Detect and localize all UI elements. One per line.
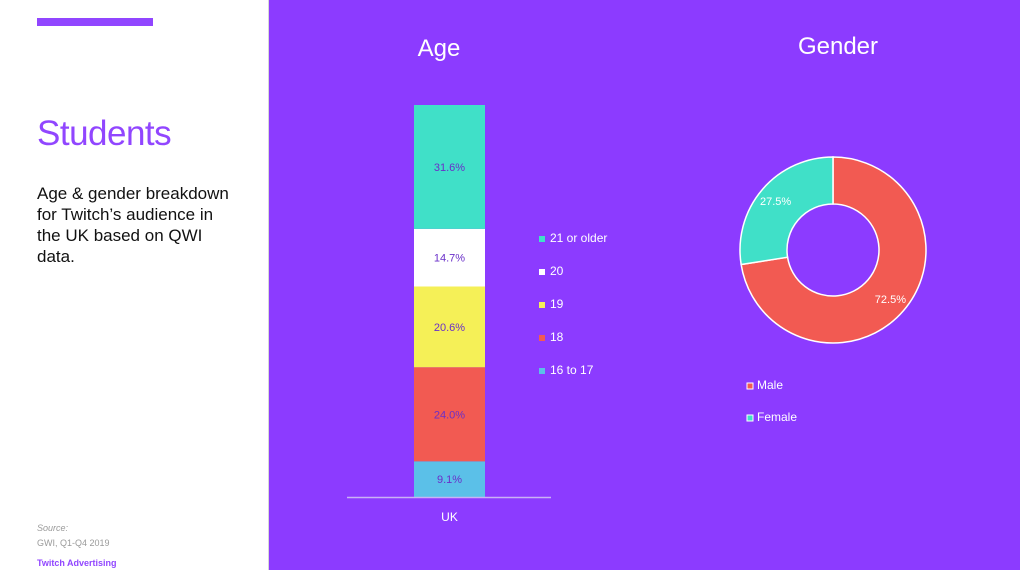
age-legend-label: 20 (550, 264, 564, 278)
age-legend-label: 16 to 17 (550, 363, 594, 377)
gender-legend-swatch (746, 414, 754, 422)
age-segment-label: 31.6% (434, 162, 465, 174)
age-bar-segment-19 (414, 286, 485, 368)
age-chart-title: Age (418, 35, 461, 62)
gender-slice-label: 27.5% (760, 196, 791, 208)
age-legend-label: 21 or older (550, 231, 607, 245)
accent-bar (37, 18, 153, 26)
gender-chart-title: Gender (798, 33, 878, 60)
brand-text: Twitch Advertising (37, 558, 117, 568)
age-segment-label: 9.1% (437, 474, 462, 486)
age-legend-swatch (539, 236, 545, 242)
age-legend-swatch (539, 302, 545, 308)
gender-slice-female (739, 156, 834, 266)
age-legend-swatch (539, 368, 545, 374)
age-segment-label: 24.0% (434, 409, 465, 421)
age-bar-segment-18 (414, 367, 485, 462)
age-stacked-bar-chart: 9.1% 24.0% 20.6% 14.7% 31.6% UK 21 or older 20 1… (347, 105, 607, 524)
chart-panel: Age Gender 9.1% 24.0% 20.6% 14.7% 31.6% UK 21 … (269, 0, 1020, 570)
gender-donut-chart: 72.5% 27.5% Male Female (739, 156, 927, 424)
gender-slice-label: 72.5% (875, 294, 906, 306)
gender-slice-male (740, 156, 927, 344)
gender-legend-swatch (746, 382, 754, 390)
left-panel: Students Age & gender breakdown for Twit… (0, 0, 269, 570)
source-label: Source: (37, 523, 69, 533)
age-bar-segment-21-or-older (414, 105, 485, 229)
age-legend-swatch (539, 335, 545, 341)
age-legend-label: 19 (550, 297, 564, 311)
age-category-label: UK (441, 510, 458, 524)
gender-legend-label: Male (757, 378, 783, 392)
source-text: GWI, Q1-Q4 2019 (37, 538, 110, 548)
age-segment-label: 14.7% (434, 253, 465, 265)
age-segment-label: 20.6% (434, 322, 465, 334)
age-legend-swatch (539, 269, 545, 275)
age-bar-segment-16-to-17 (414, 461, 485, 497)
slide-description: Age & gender breakdown for Twitch’s audi… (37, 184, 229, 266)
age-bar-segment-20 (414, 228, 485, 287)
charts-svg: Age Gender 9.1% 24.0% 20.6% 14.7% 31.6% UK 21 … (347, 33, 927, 524)
gender-legend-label: Female (757, 410, 797, 424)
slide-title: Students (37, 114, 172, 153)
age-legend-label: 18 (550, 330, 564, 344)
